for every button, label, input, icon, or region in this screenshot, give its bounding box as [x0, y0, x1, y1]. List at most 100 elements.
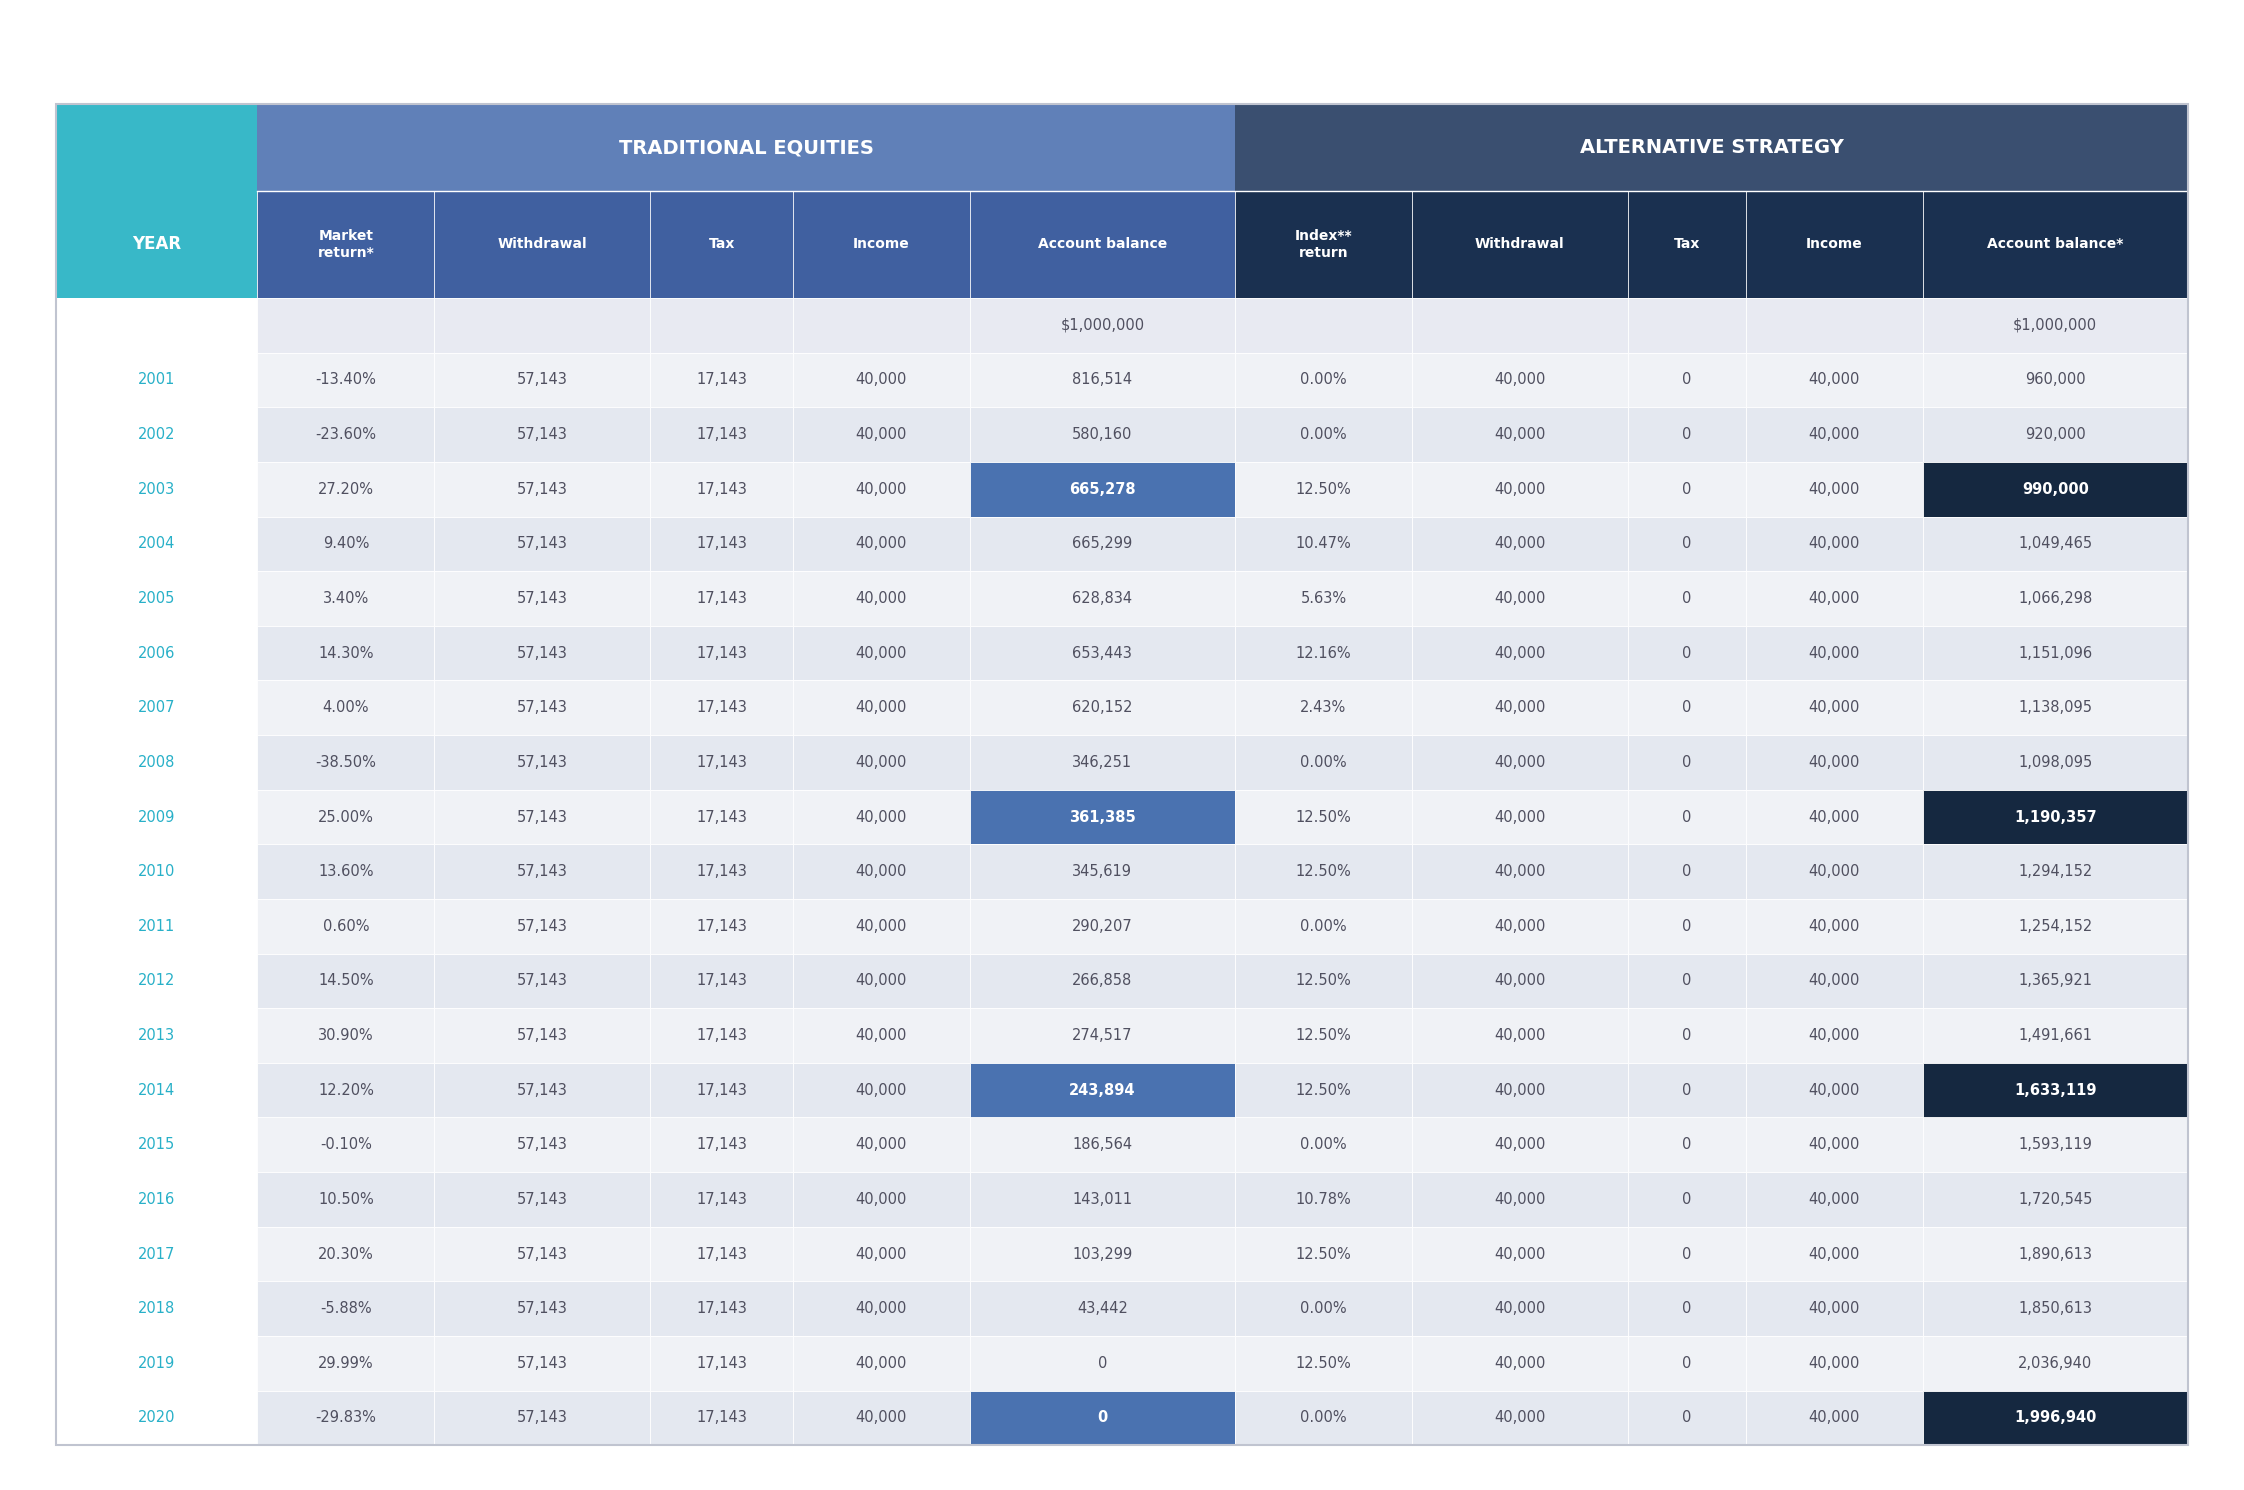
Text: 2002: 2002: [139, 428, 175, 443]
Text: 40,000: 40,000: [1809, 1192, 1860, 1207]
Text: 1,066,298: 1,066,298: [2017, 592, 2091, 606]
Bar: [1627, 1173, 1746, 1226]
Text: YEAR: YEAR: [132, 235, 182, 253]
Bar: [1923, 626, 2188, 681]
Bar: [792, 1337, 969, 1390]
Bar: [792, 571, 969, 626]
Bar: [1746, 898, 1923, 954]
Bar: [1627, 298, 1746, 353]
Bar: [1411, 571, 1627, 626]
Bar: [651, 517, 792, 571]
Bar: [969, 298, 1234, 353]
Text: 186,564: 186,564: [1073, 1137, 1133, 1152]
Bar: [56, 1390, 258, 1445]
Bar: [1234, 898, 1411, 954]
Bar: [969, 790, 1234, 845]
Bar: [1923, 954, 2188, 1009]
Bar: [969, 626, 1234, 681]
Text: 1,850,613: 1,850,613: [2017, 1301, 2091, 1316]
Text: 103,299: 103,299: [1073, 1247, 1133, 1262]
Bar: [1234, 626, 1411, 681]
Bar: [1411, 954, 1627, 1009]
Bar: [651, 845, 792, 898]
Bar: [56, 898, 258, 954]
Text: 0.00%: 0.00%: [1299, 919, 1346, 934]
Bar: [435, 1062, 651, 1118]
Bar: [1411, 845, 1627, 898]
Bar: [1411, 1009, 1627, 1062]
Bar: [1411, 191, 1627, 298]
Text: 40,000: 40,000: [855, 1301, 907, 1316]
Bar: [1746, 1337, 1923, 1390]
Bar: [1923, 1390, 2188, 1445]
Bar: [792, 1226, 969, 1281]
Text: 0: 0: [1683, 864, 1692, 879]
Text: 0: 0: [1097, 1356, 1106, 1371]
Bar: [258, 1281, 435, 1337]
Bar: [792, 407, 969, 462]
Bar: [435, 517, 651, 571]
Text: 0.00%: 0.00%: [1299, 755, 1346, 770]
Bar: [56, 517, 258, 571]
Text: 665,278: 665,278: [1068, 481, 1135, 496]
Bar: [1746, 845, 1923, 898]
Text: 17,143: 17,143: [696, 919, 747, 934]
Bar: [1746, 1009, 1923, 1062]
Bar: [435, 1009, 651, 1062]
Text: 990,000: 990,000: [2022, 481, 2089, 496]
Text: 10.78%: 10.78%: [1295, 1192, 1351, 1207]
Bar: [1746, 571, 1923, 626]
Bar: [258, 1118, 435, 1173]
Bar: [1627, 626, 1746, 681]
Bar: [1234, 1062, 1411, 1118]
Text: 0: 0: [1097, 1411, 1109, 1426]
Text: 143,011: 143,011: [1073, 1192, 1133, 1207]
Bar: [651, 462, 792, 517]
Bar: [792, 1062, 969, 1118]
Bar: [1627, 1226, 1746, 1281]
Text: 40,000: 40,000: [1495, 1028, 1546, 1043]
Text: 2.43%: 2.43%: [1299, 700, 1346, 715]
Bar: [1411, 1062, 1627, 1118]
Bar: [651, 1226, 792, 1281]
Text: 13.60%: 13.60%: [319, 864, 375, 879]
Text: 57,143: 57,143: [516, 372, 568, 387]
Text: 40,000: 40,000: [1495, 481, 1546, 496]
Text: 57,143: 57,143: [516, 973, 568, 988]
Bar: [56, 1226, 258, 1281]
Bar: [792, 681, 969, 735]
Bar: [651, 790, 792, 845]
Text: Withdrawal: Withdrawal: [1474, 237, 1564, 252]
Text: Market
return*: Market return*: [319, 228, 375, 261]
Bar: [258, 790, 435, 845]
Text: 17,143: 17,143: [696, 428, 747, 443]
Bar: [792, 626, 969, 681]
Bar: [969, 353, 1234, 407]
Text: 40,000: 40,000: [1809, 919, 1860, 934]
Text: 40,000: 40,000: [1809, 1137, 1860, 1152]
Text: 17,143: 17,143: [696, 372, 747, 387]
Text: 1,996,940: 1,996,940: [2015, 1411, 2096, 1426]
Text: 0: 0: [1683, 1301, 1692, 1316]
Text: 40,000: 40,000: [855, 864, 907, 879]
Bar: [258, 681, 435, 735]
Bar: [969, 735, 1234, 790]
Text: ALTERNATIVE STRATEGY: ALTERNATIVE STRATEGY: [1580, 139, 1842, 156]
Bar: [969, 517, 1234, 571]
Text: 40,000: 40,000: [855, 372, 907, 387]
Text: 2009: 2009: [139, 809, 175, 824]
Bar: [1746, 1281, 1923, 1337]
Text: 43,442: 43,442: [1077, 1301, 1129, 1316]
Bar: [1627, 191, 1746, 298]
Text: 40,000: 40,000: [1809, 864, 1860, 879]
Bar: [651, 1390, 792, 1445]
Text: 40,000: 40,000: [1495, 428, 1546, 443]
Text: 40,000: 40,000: [855, 973, 907, 988]
Bar: [1627, 1062, 1746, 1118]
Text: 665,299: 665,299: [1073, 536, 1133, 551]
Bar: [1411, 517, 1627, 571]
Text: 40,000: 40,000: [855, 700, 907, 715]
Bar: [1746, 407, 1923, 462]
Text: -0.10%: -0.10%: [321, 1137, 373, 1152]
Bar: [258, 1226, 435, 1281]
